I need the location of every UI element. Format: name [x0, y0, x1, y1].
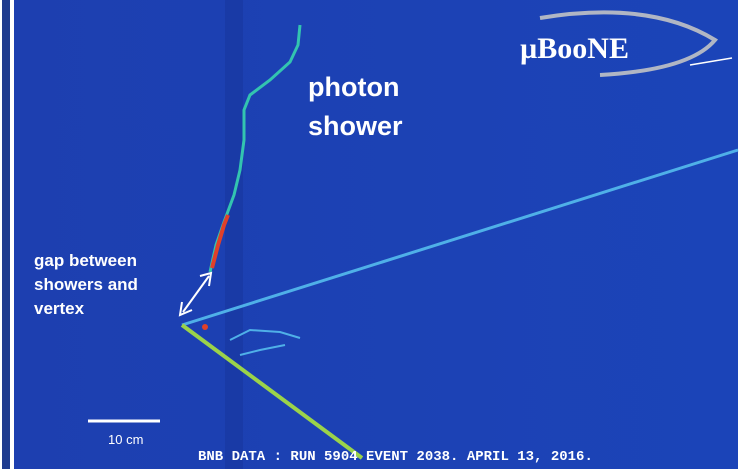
annotation: showers and [34, 275, 138, 294]
arrow-head [178, 301, 193, 317]
muon-track [181, 148, 739, 327]
secondary-shower [239, 344, 286, 356]
shower-core [210, 214, 230, 269]
annotation: photon [308, 72, 399, 102]
secondary-shower [229, 328, 301, 341]
logo: µBooNE [520, 32, 629, 65]
dead-wires [225, 0, 243, 469]
annotation: vertex [34, 299, 85, 318]
background [14, 0, 738, 469]
logo-tail [689, 57, 733, 66]
logo-swoosh [539, 10, 719, 77]
annotation: gap between [34, 251, 137, 270]
scale-label: 10 cm [108, 432, 143, 447]
caption: BNB DATA : RUN 5904 EVENT 2038. APRIL 13… [198, 449, 593, 465]
left-strip [2, 0, 10, 469]
proton-track [180, 323, 364, 460]
annotation: shower [308, 111, 403, 141]
vertex-hit [202, 324, 208, 330]
arrow-head [199, 271, 213, 287]
gap-arrow [182, 275, 210, 313]
